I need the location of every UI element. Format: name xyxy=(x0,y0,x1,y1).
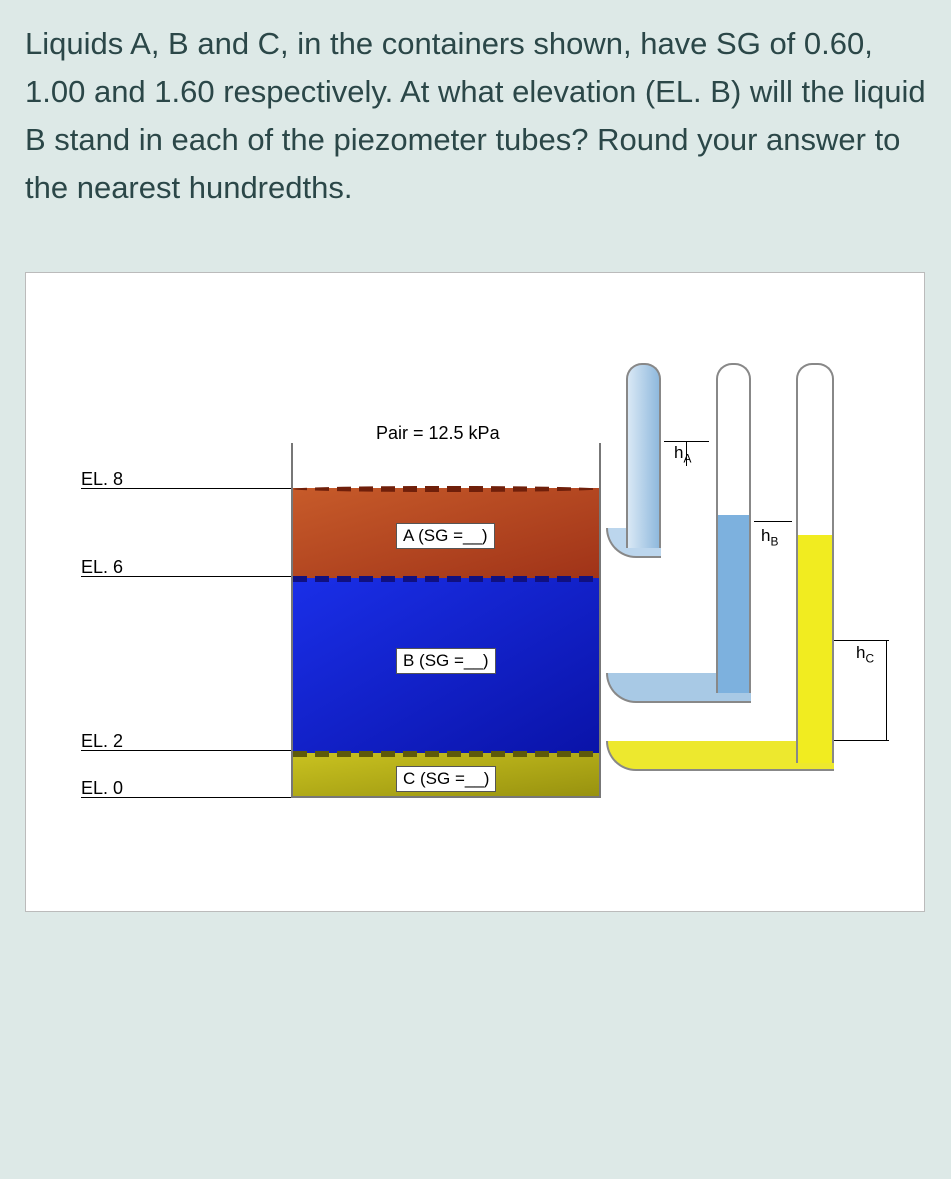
liquid-c-surface xyxy=(293,751,599,757)
ha-tick xyxy=(686,441,687,466)
hb-label: hB xyxy=(761,526,778,548)
piezometer-a-tube xyxy=(626,363,661,548)
elevation-label-8: EL. 8 xyxy=(81,469,123,490)
liquid-b-sg-box: B (SG =__) xyxy=(396,648,496,674)
piezometer-b-tube xyxy=(716,363,751,693)
elevation-label-0: EL. 0 xyxy=(81,778,123,799)
liquid-b-surface xyxy=(293,576,599,582)
question-text: Liquids A, B and C, in the containers sh… xyxy=(25,20,926,212)
tank-container xyxy=(291,443,601,798)
hc-label: hC xyxy=(856,643,874,665)
elevation-label-2: EL. 2 xyxy=(81,731,123,752)
elevation-label-6: EL. 6 xyxy=(81,557,123,578)
hc-bottom-line xyxy=(834,740,889,741)
ha-label: hA xyxy=(674,443,691,465)
elevation-line-0 xyxy=(81,797,291,798)
elevation-line-8 xyxy=(81,488,291,489)
hc-side-line xyxy=(886,640,887,740)
hc-top-line xyxy=(834,640,889,641)
elevation-line-6 xyxy=(81,576,291,577)
elevation-line-2 xyxy=(81,750,291,751)
air-gap xyxy=(293,443,599,488)
piezometer-c-tube xyxy=(796,363,834,763)
liquid-c-sg-box: C (SG =__) xyxy=(396,766,496,792)
pair-pressure-label: Pair = 12.5 kPa xyxy=(376,423,500,444)
hb-top-line xyxy=(754,521,792,522)
liquid-a-sg-box: A (SG =__) xyxy=(396,523,495,549)
diagram-panel: EL. 8 EL. 6 EL. 2 EL. 0 Pair = 12.5 kPa … xyxy=(25,272,925,912)
